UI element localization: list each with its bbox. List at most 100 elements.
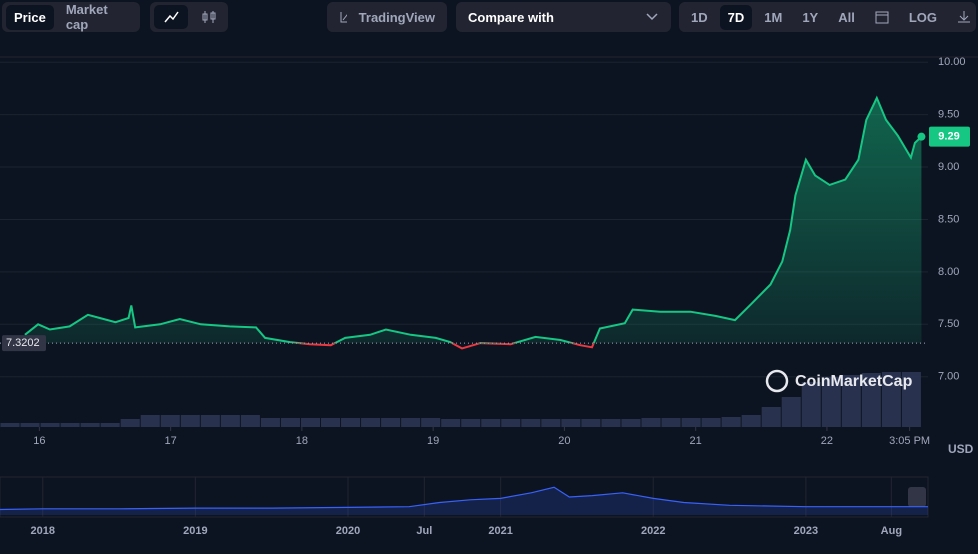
y-tick-label: 10.00: [938, 56, 966, 68]
x-tick-label: 19: [427, 435, 439, 447]
volume-bar: [761, 407, 781, 427]
volume-bar: [861, 373, 881, 427]
volume-bar: [40, 423, 60, 427]
x-tick-label: 22: [821, 435, 833, 447]
tradingview-label: TradingView: [358, 9, 435, 25]
price-tag-label: 9.29: [938, 131, 959, 143]
navigator-label: Aug: [881, 525, 902, 537]
volume-bar: [441, 419, 461, 427]
y-tick-label: 8.50: [938, 213, 959, 225]
volume-bar: [701, 418, 721, 427]
volume-bar: [240, 415, 260, 427]
candle-style[interactable]: [192, 5, 226, 29]
watermark: CoinMarketCap: [795, 373, 913, 390]
volume-bar: [641, 418, 661, 427]
volume-bar: [881, 372, 901, 427]
x-tick-label: 16: [33, 435, 45, 447]
volume-bar: [561, 419, 581, 427]
volume-bar: [481, 419, 501, 427]
range-button[interactable]: 1D: [691, 9, 708, 25]
volume-bar: [601, 419, 621, 427]
price-area: [24, 97, 922, 344]
volume-bar: [341, 418, 361, 427]
x-tick-label: 18: [296, 435, 308, 447]
volume-bar: [160, 415, 180, 427]
navigator-handle[interactable]: [908, 487, 926, 507]
metric-toggle: Price Market cap: [2, 2, 140, 32]
y-tick-label: 7.00: [938, 371, 959, 383]
range-group: 1D 7D 1M 1Y All LOG: [679, 2, 976, 32]
range-button[interactable]: 1Y: [802, 9, 819, 25]
navigator-label: 2023: [794, 525, 818, 537]
navigator-label: Jul: [416, 525, 432, 537]
range-button[interactable]: 7D: [719, 4, 753, 30]
compare-select[interactable]: Compare with: [456, 2, 671, 32]
price-button[interactable]: Price: [6, 4, 54, 30]
last-point: [917, 132, 926, 141]
volume-bar: [521, 419, 541, 427]
volume-bar: [621, 419, 641, 427]
y-tick-label: 7.50: [938, 318, 959, 330]
calendar-button[interactable]: [867, 5, 897, 29]
volume-bar: [140, 415, 160, 427]
volume-bar: [120, 419, 140, 427]
navigator-area: [0, 487, 928, 515]
volume-bar: [300, 418, 320, 427]
volume-bar: [180, 415, 200, 427]
download-button[interactable]: [949, 5, 978, 29]
volume-bar: [80, 423, 100, 427]
volume-bar: [421, 418, 441, 427]
price-tag: [929, 126, 970, 147]
chart-style: [150, 2, 228, 32]
navigator-label: 2020: [336, 525, 360, 537]
price-line: [24, 95, 923, 344]
volume-bar: [20, 423, 40, 427]
navigator-label: 2019: [183, 525, 207, 537]
compare-label: Compare with: [468, 9, 554, 25]
x-tick-label: 21: [690, 435, 702, 447]
currency-label: USD: [948, 442, 974, 456]
navigator-frame: [0, 476, 929, 518]
volume-bar: [541, 419, 561, 427]
baseline-label: 7.3202: [6, 337, 40, 349]
volume-bar: [681, 418, 701, 427]
volume-bar: [741, 415, 761, 427]
volume-bar: [721, 417, 741, 427]
market-cap-button[interactable]: Market cap: [65, 2, 108, 32]
volume-bar: [200, 415, 220, 427]
x-tick-label: 3:05 PM: [889, 435, 930, 447]
volume-bar: [661, 418, 681, 427]
log-button[interactable]: LOG: [908, 9, 938, 25]
y-tick-label: 9.00: [938, 161, 959, 173]
volume-bar: [461, 419, 481, 427]
range-button[interactable]: All: [838, 9, 855, 25]
volume-bar: [501, 419, 521, 427]
volume-bar: [781, 397, 801, 427]
volume-bar: [901, 372, 921, 427]
volume-bar: [361, 418, 381, 427]
volume-bar: [841, 375, 861, 427]
volume-bar: [100, 423, 120, 427]
volume-bar: [801, 382, 821, 427]
x-tick-label: 17: [165, 435, 177, 447]
volume-bar: [280, 418, 300, 427]
volume-bar: [320, 418, 341, 427]
volume-bar: [220, 415, 240, 427]
navigator-label: 2018: [30, 525, 54, 537]
tradingview-button[interactable]: TradingView: [327, 2, 447, 32]
baseline-tag: [2, 335, 46, 352]
volume-bar: [401, 418, 421, 427]
price-line-down: [290, 343, 595, 350]
line-style[interactable]: [154, 5, 188, 29]
volume-bar: [821, 377, 841, 427]
navigator-label: 2022: [641, 525, 665, 537]
volume-bar: [581, 419, 601, 427]
y-tick-label: 9.50: [938, 109, 959, 121]
navigator-label: 2021: [488, 525, 512, 537]
volume-bar: [60, 423, 80, 427]
x-tick-label: 20: [558, 435, 570, 447]
volume-bar: [0, 423, 20, 427]
range-button[interactable]: 1M: [764, 9, 783, 25]
